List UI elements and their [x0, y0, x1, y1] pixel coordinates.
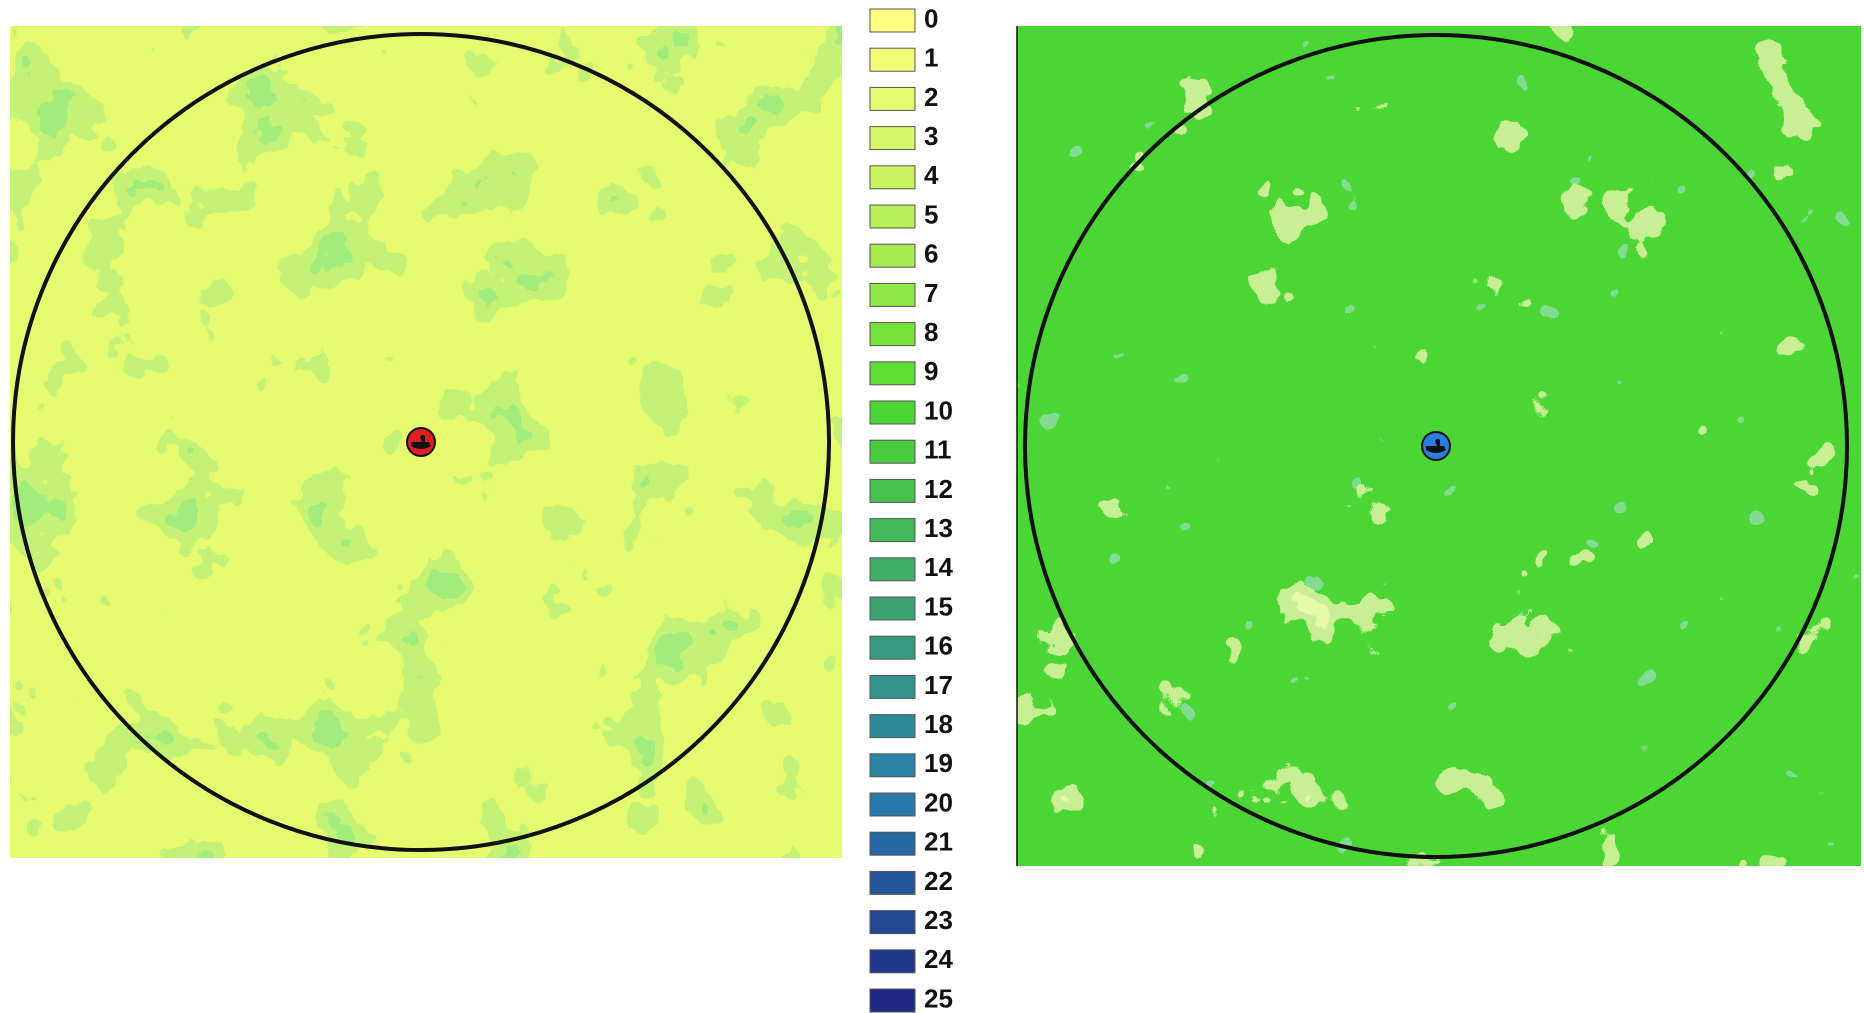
legend-label: 22: [924, 866, 953, 896]
legend-swatch: [870, 244, 915, 267]
legend-label: 20: [924, 787, 953, 817]
legend-swatch: [870, 362, 915, 385]
legend-swatch: [870, 950, 915, 973]
legend-label: 1: [924, 43, 938, 73]
legend-label: 17: [924, 670, 953, 700]
legend-swatch: [870, 166, 915, 189]
legend-label: 11: [924, 435, 952, 465]
legend-swatch: [870, 558, 915, 581]
legend-swatch: [870, 440, 915, 463]
legend-swatch: [870, 636, 915, 659]
legend-label: 4: [924, 160, 939, 190]
legend-swatch: [870, 793, 915, 816]
legend-label: 0: [924, 3, 938, 33]
legend-label: 7: [924, 278, 938, 308]
legend-swatch: [870, 127, 915, 150]
legend-label: 2: [924, 82, 938, 112]
legend-swatch: [870, 715, 915, 738]
legend-swatch: [870, 675, 915, 698]
legend-swatch: [870, 87, 915, 110]
legend-label: 3: [924, 121, 938, 151]
legend-swatch: [870, 754, 915, 777]
legend-label: 23: [924, 905, 953, 935]
legend-label: 13: [924, 513, 953, 543]
legend: 0123456789101112131415161718192021222324…: [870, 3, 953, 1013]
legend-label: 24: [924, 944, 953, 974]
legend-swatch: [870, 519, 915, 542]
legend-swatch: [870, 989, 915, 1012]
legend-label: 16: [924, 631, 953, 661]
legend-swatch: [870, 401, 915, 424]
figure: 0123456789101112131415161718192021222324…: [0, 0, 1864, 1013]
legend-label: 19: [924, 748, 953, 778]
legend-swatch: [870, 283, 915, 306]
legend-label: 5: [924, 199, 938, 229]
legend-label: 9: [924, 356, 938, 386]
legend-swatch: [870, 323, 915, 346]
legend-swatch: [870, 911, 915, 934]
legend-label: 6: [924, 239, 938, 269]
legend-label: 14: [924, 552, 953, 582]
legend-label: 8: [924, 317, 938, 347]
legend-swatch: [870, 205, 915, 228]
legend-swatch: [870, 479, 915, 502]
legend-swatch: [870, 597, 915, 620]
legend-label: 10: [924, 395, 953, 425]
legend-swatch: [870, 48, 915, 71]
legend-label: 15: [924, 591, 953, 621]
legend-swatch: [870, 871, 915, 894]
legend-swatch: [870, 832, 915, 855]
legend-label: 21: [924, 827, 953, 857]
legend-label: 12: [924, 474, 953, 504]
legend-label: 25: [924, 983, 953, 1013]
legend-swatch: [870, 9, 915, 32]
legend-label: 18: [924, 709, 953, 739]
